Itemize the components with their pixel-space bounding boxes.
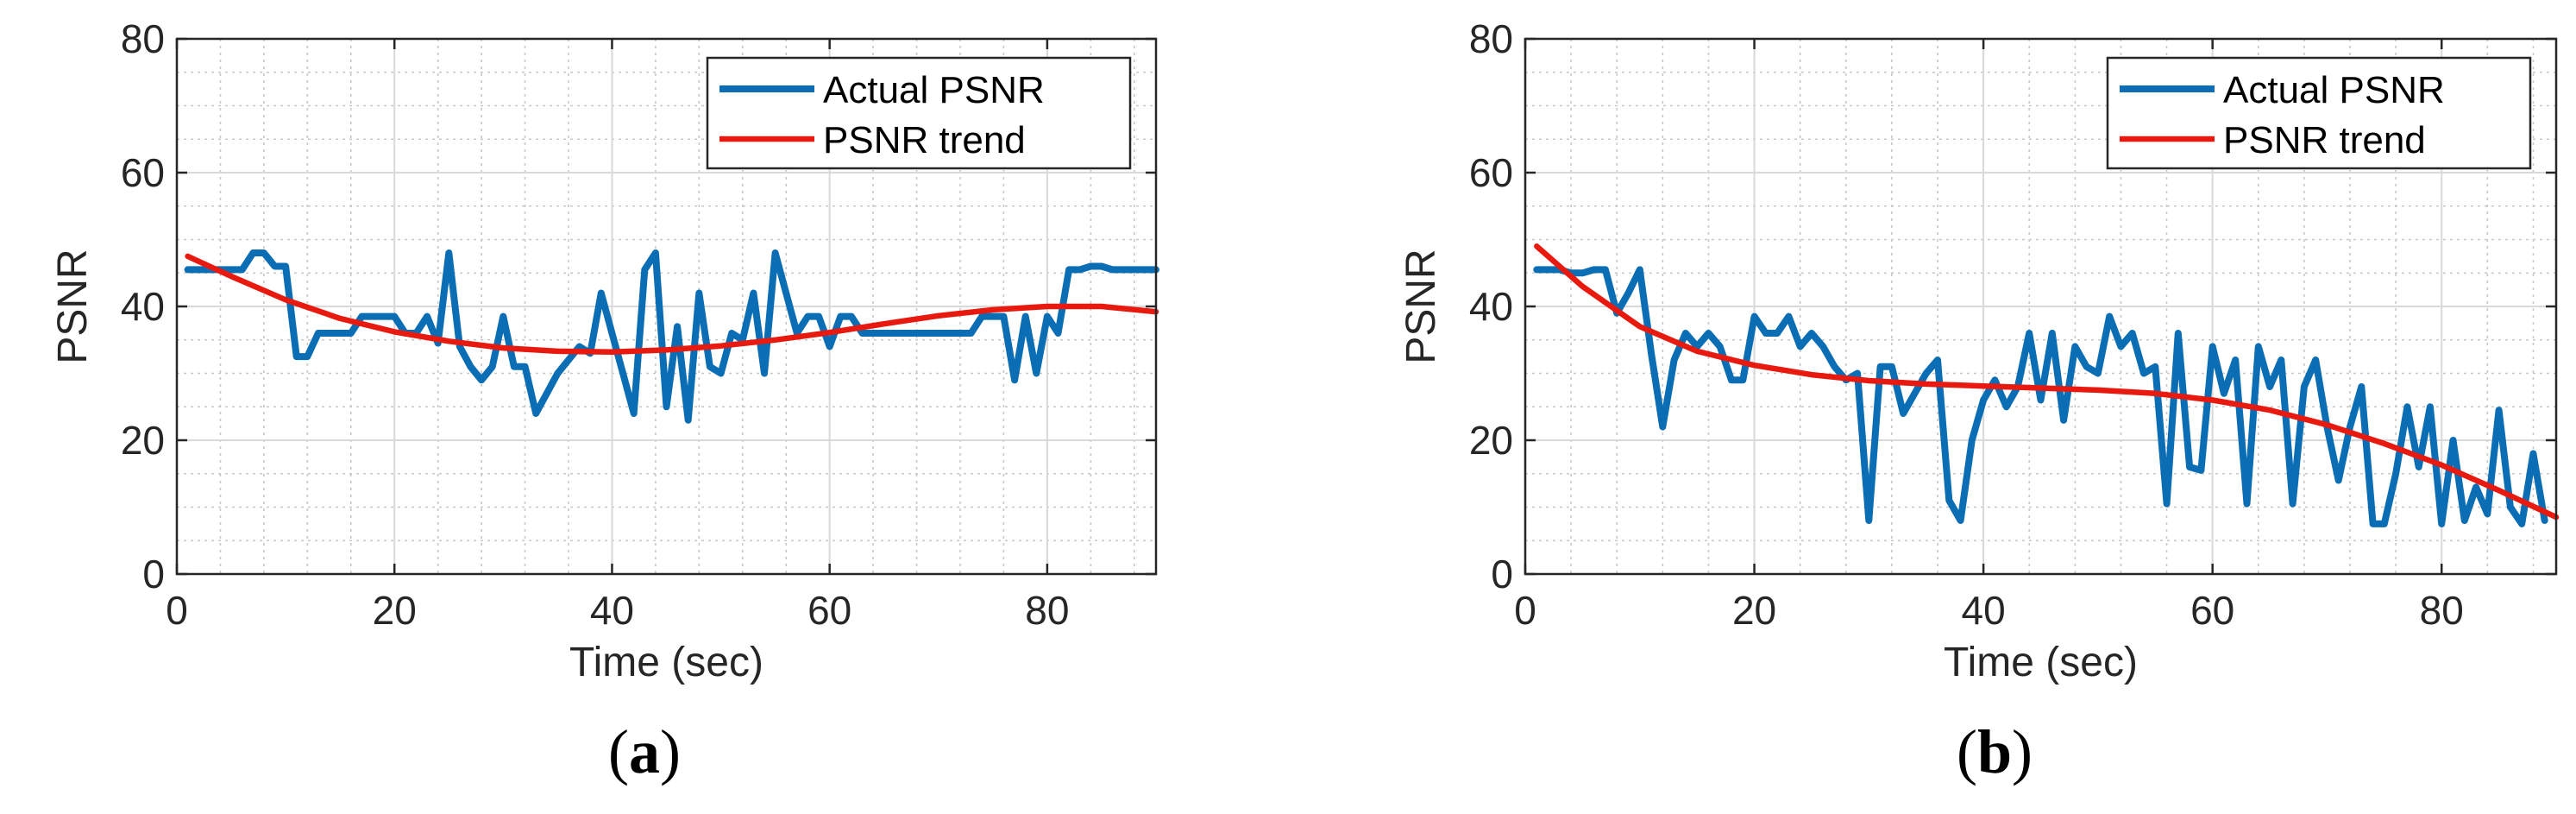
legend-entry: PSNR trend — [2223, 119, 2426, 161]
x-tick-label: 80 — [2420, 588, 2464, 633]
chart-a: 0 20 40 60 80 0 20 40 60 80 Time (sec) PSNR Actual P… — [50, 16, 1159, 685]
y-tick-label: 20 — [1469, 418, 1513, 463]
series-line-psnr-trend — [185, 253, 1159, 355]
legend: Actual PSNR PSNR trend — [2106, 56, 2532, 170]
x-tick-label: 0 — [166, 588, 188, 633]
x-axis-label: Time (sec) — [569, 640, 763, 685]
x-tick-label: 40 — [1962, 588, 2006, 633]
chart-panel-a: 0 20 40 60 80 0 20 40 60 80 Time (sec) PSNR Actual P… — [50, 16, 1159, 786]
legend-entry: Actual PSNR — [823, 69, 1045, 111]
series-line-psnr-trend — [1534, 243, 2560, 521]
y-tick-label: 20 — [121, 418, 165, 463]
x-tick-label: 60 — [807, 588, 851, 633]
x-axis-label: Time (sec) — [1944, 640, 2138, 685]
y-tick-label: 40 — [121, 284, 165, 329]
legend-entry: PSNR trend — [823, 119, 1026, 161]
panel-label-b: (b) — [1956, 717, 2033, 786]
y-tick-label: 0 — [1491, 552, 1513, 596]
legend-entry: Actual PSNR — [2223, 69, 2445, 111]
x-tick-label: 0 — [1514, 588, 1536, 633]
x-tick-label: 40 — [590, 588, 634, 633]
y-axis-label: PSNR — [50, 249, 96, 363]
y-tick-label: 0 — [142, 552, 165, 596]
y-tick-label: 60 — [1469, 150, 1513, 195]
panel-label-a: (a) — [608, 717, 681, 786]
x-tick-label: 20 — [1732, 588, 1776, 633]
series-line-actual-psnr — [1533, 266, 2548, 527]
chart-b: 0 20 40 60 80 0 20 40 60 80 Time (sec) PSNR Actual P… — [1398, 16, 2560, 685]
x-tick-label: 20 — [373, 588, 417, 633]
x-tick-label: 60 — [2190, 588, 2234, 633]
legend: Actual PSNR PSNR trend — [706, 56, 1132, 170]
y-tick-label: 80 — [121, 16, 165, 61]
y-tick-label: 60 — [121, 150, 165, 195]
y-tick-label: 80 — [1469, 16, 1513, 61]
series-line-actual-psnr — [184, 249, 1159, 424]
chart-panel-b: 0 20 40 60 80 0 20 40 60 80 Time (sec) PSNR Actual P… — [1288, 0, 2576, 814]
y-axis-label: PSNR — [1398, 249, 1444, 363]
x-tick-label: 80 — [1025, 588, 1069, 633]
y-tick-label: 40 — [1469, 284, 1513, 329]
